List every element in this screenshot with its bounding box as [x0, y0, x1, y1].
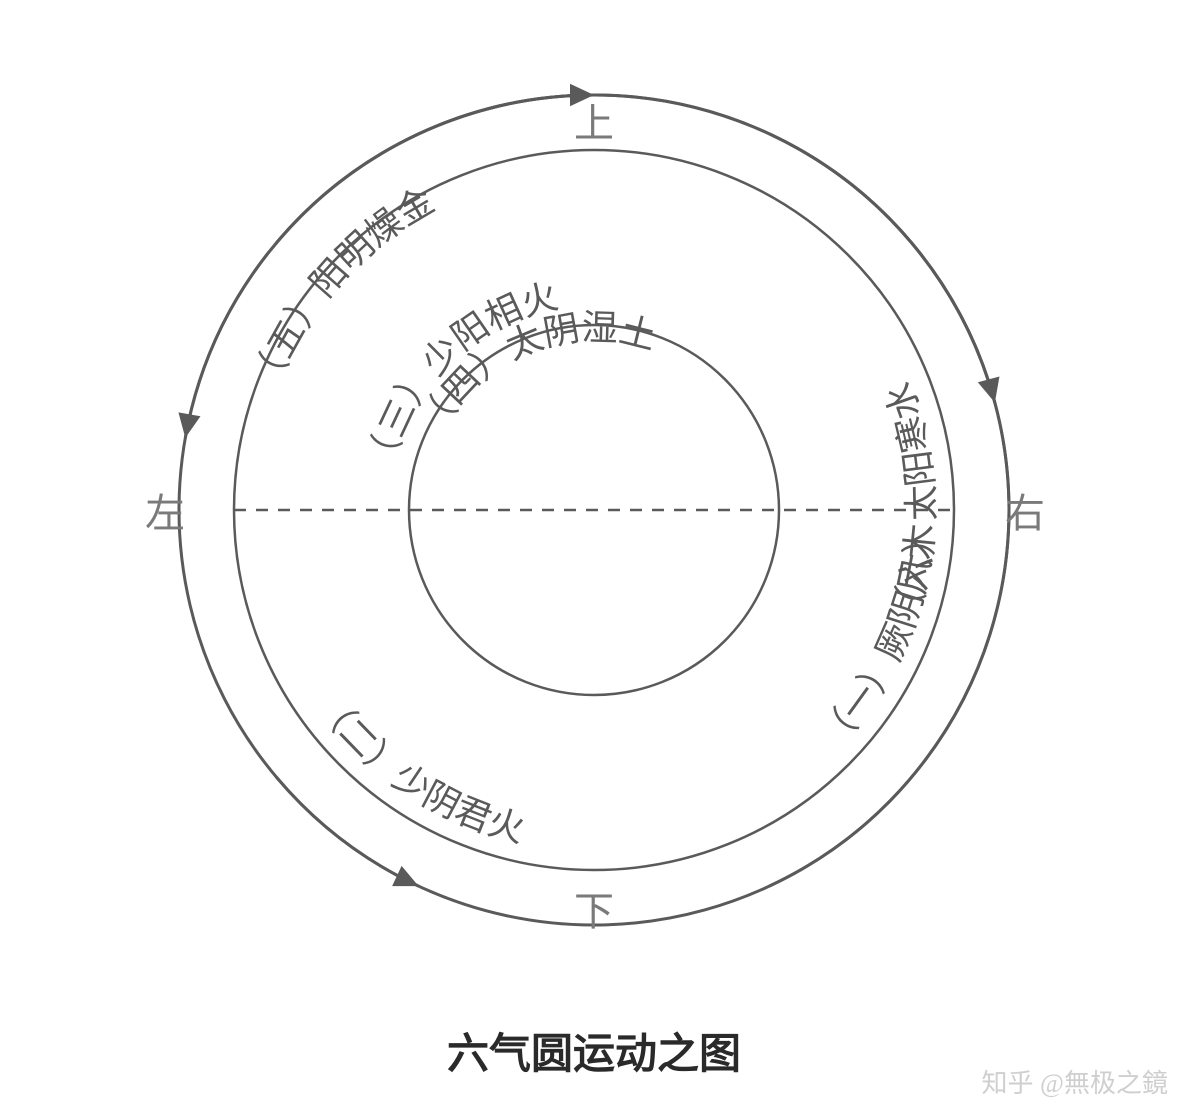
outer-ring-label-3: （六）太阳寒水: [878, 377, 942, 629]
direction-bottom: 下: [574, 879, 614, 937]
watermark: 知乎 @無极之鏡: [982, 1063, 1168, 1100]
direction-top: 上: [574, 91, 614, 149]
arrow-arc-3: [769, 134, 994, 403]
direction-left: 左: [145, 481, 185, 539]
diagram-title: 六气圆运动之图: [447, 1020, 741, 1081]
diagram-container: （四）太阴湿土（三）少阳相火（二）少阴君火（五）阳明燥金（一）厥阴风木（六）太阳…: [0, 0, 1188, 1115]
arrow-head-3: [978, 377, 1000, 403]
arrow-arc-2: [276, 95, 594, 243]
direction-right: 右: [1005, 481, 1045, 539]
arrow-head-1: [178, 412, 200, 438]
main-svg: （四）太阴湿土（三）少阳相火（二）少阴君火（五）阳明燥金（一）厥阴风木（六）太阳…: [0, 0, 1188, 1115]
